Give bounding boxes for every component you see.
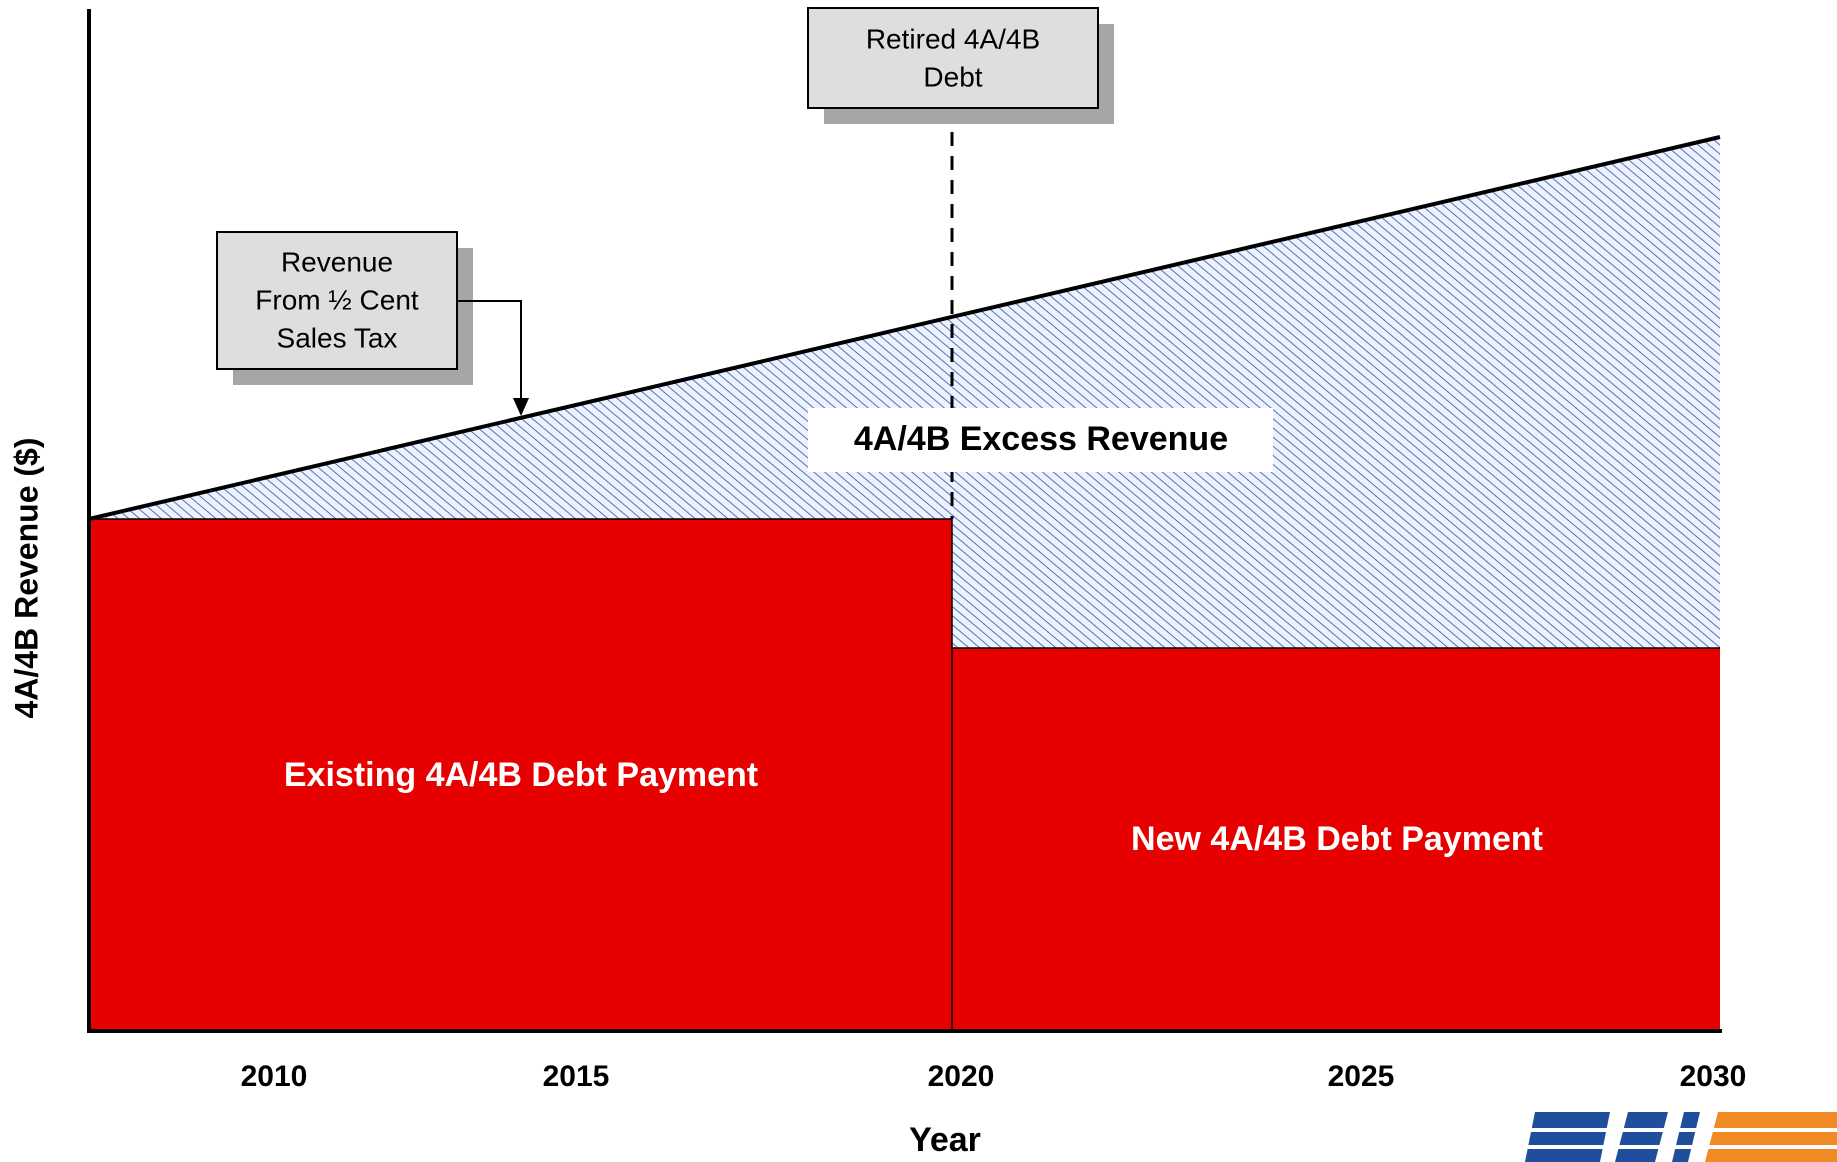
x-axis-label: Year: [909, 1121, 981, 1159]
region-label: New 4A/4B Debt Payment: [1131, 820, 1543, 858]
callout-text: Retired 4A/4B: [866, 23, 1040, 54]
excess-revenue-area: [89, 137, 1720, 648]
arrowhead: [513, 398, 529, 416]
callout-text: From ½ Cent: [255, 284, 419, 315]
callout-text: Debt: [923, 61, 982, 92]
callout-text: Revenue: [281, 246, 393, 277]
region-label: Existing 4A/4B Debt Payment: [284, 756, 758, 794]
region-label: 4A/4B Excess Revenue: [854, 420, 1228, 458]
callout-connector: [457, 300, 522, 406]
callout-box: [807, 7, 1099, 109]
callout-text: Sales Tax: [277, 322, 398, 353]
revenue-line: [88, 135, 1721, 521]
x-tick-label: 2025: [1328, 1060, 1395, 1093]
x-tick-label: 2030: [1680, 1060, 1747, 1093]
x-tick-label: 2020: [928, 1060, 995, 1093]
existing-debt-area: [89, 519, 952, 1031]
logo: [1520, 1112, 1837, 1162]
label-box: [808, 408, 1273, 472]
new-debt-area: [952, 648, 1720, 1031]
y-axis-label: 4A/4B Revenue ($): [8, 438, 44, 719]
x-tick-label: 2010: [241, 1060, 308, 1093]
x-tick-label: 2015: [543, 1060, 610, 1093]
